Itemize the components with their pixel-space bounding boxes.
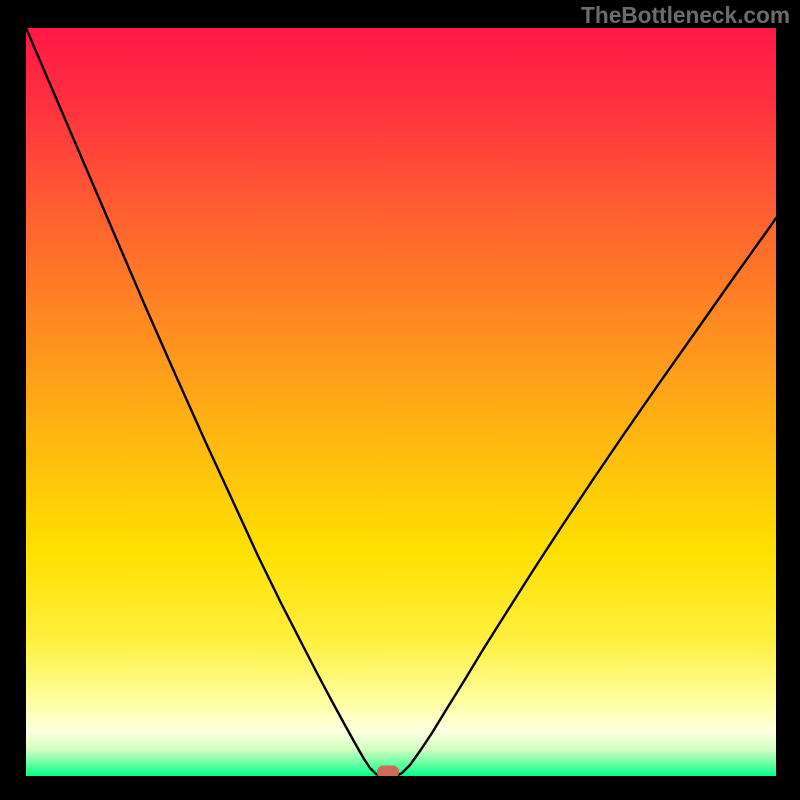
watermark-text: TheBottleneck.com — [581, 2, 790, 29]
plot-area — [26, 28, 776, 776]
bottleneck-curve — [26, 28, 776, 776]
optimal-point-marker — [377, 766, 399, 777]
chart-stage: TheBottleneck.com — [0, 0, 800, 800]
